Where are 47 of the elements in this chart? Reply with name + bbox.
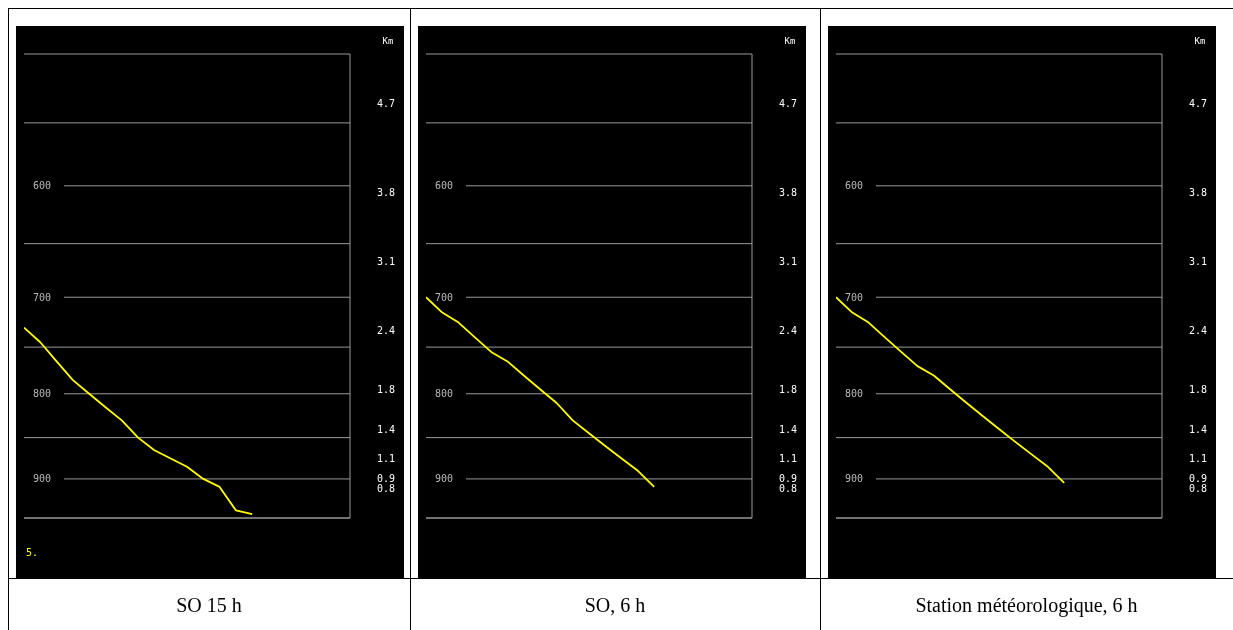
text: SO, 6 h <box>584 594 646 616</box>
y-tick-label: 800 <box>32 388 52 400</box>
y2-tick-label: 1.1 <box>1188 453 1208 465</box>
y2-tick-label: 0.8 <box>376 482 396 494</box>
y2-tick-label: 1.1 <box>376 453 396 465</box>
y2-tick-label: 1.4 <box>376 423 396 435</box>
y2-tick-label: 1.8 <box>376 384 396 396</box>
y2-axis-title: Km <box>784 36 796 46</box>
y2-tick-label: 3.1 <box>778 255 798 267</box>
y-tick-label: 600 <box>32 180 52 192</box>
y2-tick-label: 4.7 <box>376 97 396 109</box>
y2-tick-label: 2.4 <box>376 324 396 336</box>
y2-tick-label: 2.4 <box>1188 324 1208 336</box>
y2-tick-label: 2.4 <box>778 324 798 336</box>
y2-axis-title: Km <box>1194 36 1206 46</box>
y2-tick-label: 1.4 <box>778 423 798 435</box>
y2-tick-label: 1.8 <box>1188 384 1208 396</box>
y2-tick-label: 4.7 <box>1188 97 1208 109</box>
y2-tick-label: 0.9 <box>1188 473 1208 485</box>
y2-tick-label: 1.1 <box>778 453 798 465</box>
y-tick-label: 800 <box>434 388 454 400</box>
y2-tick-label: 4.7 <box>778 97 798 109</box>
y-tick-label: 700 <box>32 291 52 303</box>
y2-tick-label: 3.8 <box>778 186 798 198</box>
y-tick-label: 700 <box>434 291 454 303</box>
y-tick-label: 900 <box>844 473 864 485</box>
y-tick-label: 700 <box>844 291 864 303</box>
y2-tick-label: 1.8 <box>778 384 798 396</box>
y2-tick-label: 3.1 <box>1188 255 1208 267</box>
y-tick-label: 600 <box>434 180 454 192</box>
y2-tick-label: 0.9 <box>376 473 396 485</box>
y-tick-label: 900 <box>32 473 52 485</box>
y2-axis-title: Km <box>382 36 394 46</box>
text: Station météorologique, 6 h <box>915 594 1138 617</box>
line-series <box>24 326 254 516</box>
y-tick-label: 800 <box>844 388 864 400</box>
y2-tick-label: 3.8 <box>376 186 396 198</box>
text: SO 15 h <box>176 594 242 616</box>
y2-tick-label: 0.9 <box>778 473 798 485</box>
y-tick-label: 600 <box>844 180 864 192</box>
text: 5. <box>26 547 39 558</box>
y2-tick-label: 0.8 <box>1188 482 1208 494</box>
y2-tick-label: 1.4 <box>1188 423 1208 435</box>
y-tick-label: 900 <box>434 473 454 485</box>
y2-tick-label: 3.1 <box>376 255 396 267</box>
y2-tick-label: 3.8 <box>1188 186 1208 198</box>
y2-tick-label: 0.8 <box>778 482 798 494</box>
